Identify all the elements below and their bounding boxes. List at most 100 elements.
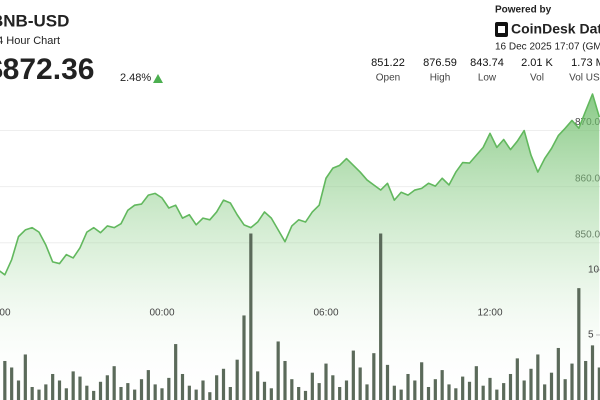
volume-bar	[242, 315, 246, 400]
volume-bar	[16, 380, 21, 400]
volume-bar	[269, 388, 273, 400]
volume-bar	[426, 386, 431, 400]
volume-bar	[597, 367, 600, 400]
volume-bar	[317, 383, 321, 400]
volume-bar	[221, 368, 226, 400]
volume-bar	[508, 373, 513, 400]
volume-bar	[85, 385, 89, 400]
volume-bar	[119, 386, 123, 400]
stat-label: Vol USD	[569, 73, 600, 84]
volume-bar	[126, 383, 130, 400]
volume-bar	[194, 389, 198, 400]
volume-bar	[324, 363, 328, 400]
volume-bar	[174, 344, 178, 400]
volume-bar	[467, 381, 472, 400]
current-price: $872.36	[0, 53, 94, 86]
volume-bar	[10, 367, 14, 400]
volume-bar	[57, 380, 62, 400]
volume-bar	[556, 347, 560, 400]
volume-bar	[105, 375, 109, 400]
volume-bar	[290, 379, 294, 400]
volume-bar	[433, 379, 437, 400]
volume-bar	[71, 371, 75, 400]
volume-bar	[262, 381, 267, 400]
volume-bar	[379, 233, 383, 400]
y2-tick-label: 10	[588, 265, 600, 276]
volume-bar	[351, 350, 355, 400]
volume-bar	[310, 372, 314, 400]
volume-bar	[98, 381, 103, 400]
stat-value: 1.73 M	[571, 57, 600, 69]
volume-bar	[584, 360, 588, 400]
volume-bar	[228, 386, 232, 400]
volume-bar	[139, 379, 144, 400]
volume-bar	[187, 385, 191, 400]
volume-bar	[215, 375, 219, 400]
volume-bar	[481, 385, 485, 400]
volume-bar	[30, 386, 34, 400]
volume-bar	[413, 380, 417, 400]
volume-bar	[249, 233, 253, 400]
volume-bar	[44, 384, 48, 400]
volume-bar	[365, 384, 369, 400]
powered-by: Powered by	[495, 5, 552, 16]
x-tick-label: 18:00	[0, 308, 11, 319]
volume-bar	[180, 373, 185, 400]
volume-bar	[385, 364, 390, 400]
volume-bar	[23, 354, 27, 400]
stat-value: 843.74	[470, 57, 504, 69]
header: BNB-USD 24 Hour Chart $872.36 2.48% Powe…	[0, 5, 600, 86]
volume-bar	[303, 390, 308, 400]
y2-tick-label: 5	[588, 330, 594, 341]
price-area	[0, 94, 600, 400]
volume-bar	[522, 380, 526, 400]
volume-bar	[515, 358, 519, 400]
volume-bar	[358, 367, 362, 400]
up-arrow	[153, 74, 163, 83]
volume-bar	[536, 354, 540, 400]
volume-bar	[488, 377, 492, 400]
volume-bar	[454, 388, 458, 400]
timestamp: 16 Dec 2025 17:07 (GMT)	[495, 42, 600, 53]
volume-bar	[563, 379, 567, 400]
stat-label: Open	[376, 73, 400, 84]
x-tick-label: 12:00	[477, 308, 502, 319]
volume-bar	[447, 384, 451, 400]
stat-value: 2.01 K	[521, 57, 553, 69]
price-change: 2.48%	[120, 72, 151, 84]
volume-bar	[167, 377, 171, 400]
volume-bar	[502, 383, 506, 400]
volume-bar	[276, 341, 280, 400]
volume-bar	[51, 373, 55, 400]
volume-bar	[529, 368, 533, 400]
volume-bar	[283, 360, 287, 400]
volume-bar	[570, 363, 574, 400]
volume-bar	[92, 390, 96, 400]
chart-subtitle: 24 Hour Chart	[0, 35, 60, 47]
volume-bar	[495, 389, 499, 400]
brand-name: CoinDesk Data	[511, 21, 600, 37]
chart-title: BNB-USD	[0, 11, 69, 30]
volume-bar	[406, 373, 410, 400]
volume-bar	[153, 384, 157, 400]
volume-bar	[331, 375, 335, 400]
volume-bar	[577, 288, 581, 400]
volume-bar	[64, 388, 68, 400]
volume-bar	[420, 362, 424, 400]
x-tick-label: 06:00	[313, 308, 338, 319]
volume-bar	[201, 380, 205, 400]
volume-bar	[399, 389, 403, 400]
volume-bar	[461, 376, 465, 400]
stat-label: Vol	[530, 73, 544, 84]
brand-logo-inner	[498, 26, 505, 33]
volume-bar	[372, 353, 376, 400]
volume-bar	[590, 345, 595, 400]
volume-bar	[549, 372, 554, 400]
volume-bar	[37, 389, 41, 400]
volume-bar	[440, 370, 444, 400]
volume-bar	[344, 380, 349, 400]
volume-bar	[338, 386, 342, 400]
volume-bar	[146, 370, 150, 400]
